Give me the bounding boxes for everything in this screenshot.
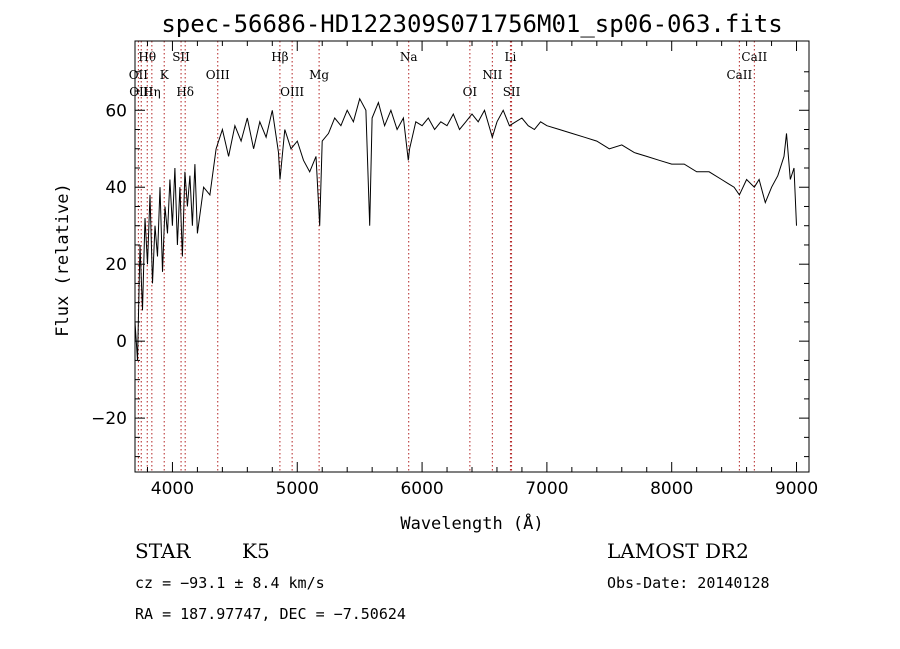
line-label: OIII [206,68,230,82]
x-tick-label: 9000 [775,479,818,499]
y-axis-label: Flux (relative) [53,183,73,337]
x-tick-label: 6000 [400,479,443,499]
line-label: Hδ [176,85,194,99]
line-label: SII [172,50,190,64]
x-axis-label: Wavelength (Å) [400,512,543,534]
line-label: Na [400,50,418,64]
line-label: SII [503,85,521,99]
line-label: OII [129,68,149,82]
line-label: Hη [143,85,161,99]
line-markers [137,41,755,472]
y-tick-label: 40 [105,178,127,198]
y-tick-label: −20 [91,409,127,429]
x-tick-label: 5000 [276,479,319,499]
x-tick-label: 4000 [151,479,194,499]
object-class: STAR [135,539,191,563]
coordinates: RA = 187.97747, DEC = −7.50624 [135,605,406,623]
x-tick-label: 7000 [525,479,568,499]
obs-date: Obs-Date: 20140128 [607,574,770,592]
line-label: NII [482,68,502,82]
line-label: Hβ [271,50,288,64]
line-label: Li [505,50,517,64]
line-label: Hθ [138,50,156,64]
line-label: OIII [280,85,304,99]
line-label: K [160,68,170,82]
survey-name: LAMOST DR2 [607,539,749,563]
spectrum-line [134,97,797,361]
x-tick-label: 8000 [650,479,693,499]
line-labels: HθOIIOIIIHηKSIIHδOIIIHβOIIIMgNaOINIILiSI… [129,50,768,99]
y-tick-label: 20 [105,255,127,275]
line-label: Mg [309,68,329,82]
y-tick-label: 0 [116,332,127,352]
line-label: CaII [741,50,767,64]
line-label: CaII [726,68,752,82]
line-label: OI [463,85,478,99]
object-subclass: K5 [242,539,270,563]
y-axis-ticks: −20 0 20 40 60 [91,71,809,458]
redshift-cz: cz = −93.1 ± 8.4 km/s [135,574,325,592]
plot-frame [134,40,810,473]
y-tick-label: 60 [105,101,127,121]
x-axis-ticks: 4000 5000 6000 7000 8000 9000 [146,41,818,499]
chart-title: spec-56686-HD122309S071756M01_sp06-063.f… [161,10,782,38]
